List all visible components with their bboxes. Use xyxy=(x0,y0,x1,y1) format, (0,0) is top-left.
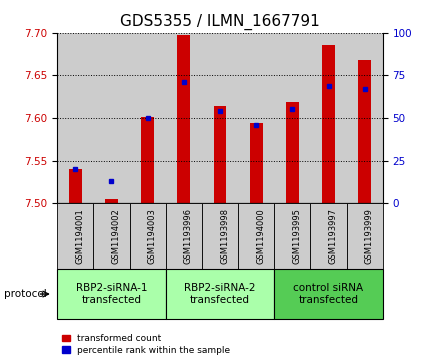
Bar xyxy=(347,33,383,203)
Bar xyxy=(166,33,202,203)
FancyBboxPatch shape xyxy=(274,269,383,319)
Text: GSM1194001: GSM1194001 xyxy=(75,208,84,264)
FancyBboxPatch shape xyxy=(57,203,93,269)
Bar xyxy=(311,33,347,203)
FancyBboxPatch shape xyxy=(274,203,311,269)
Bar xyxy=(57,33,93,203)
Text: GSM1193996: GSM1193996 xyxy=(184,208,193,264)
FancyBboxPatch shape xyxy=(57,269,166,319)
Bar xyxy=(274,33,311,203)
Text: control siRNA
transfected: control siRNA transfected xyxy=(293,283,363,305)
FancyBboxPatch shape xyxy=(93,203,129,269)
Bar xyxy=(129,33,166,203)
FancyBboxPatch shape xyxy=(202,203,238,269)
Bar xyxy=(214,106,226,203)
Bar xyxy=(322,45,335,203)
FancyBboxPatch shape xyxy=(347,203,383,269)
Title: GDS5355 / ILMN_1667791: GDS5355 / ILMN_1667791 xyxy=(120,14,320,30)
Bar xyxy=(202,33,238,203)
Text: GSM1194000: GSM1194000 xyxy=(256,208,265,264)
Bar xyxy=(286,102,299,203)
FancyBboxPatch shape xyxy=(166,203,202,269)
FancyBboxPatch shape xyxy=(238,203,274,269)
Text: GSM1193998: GSM1193998 xyxy=(220,208,229,264)
Text: RBP2-siRNA-2
transfected: RBP2-siRNA-2 transfected xyxy=(184,283,256,305)
Text: RBP2-siRNA-1
transfected: RBP2-siRNA-1 transfected xyxy=(76,283,147,305)
Bar xyxy=(141,117,154,203)
FancyBboxPatch shape xyxy=(311,203,347,269)
Bar xyxy=(238,33,274,203)
Text: GSM1193997: GSM1193997 xyxy=(329,208,337,264)
Bar xyxy=(93,33,129,203)
Bar xyxy=(177,35,190,203)
Bar xyxy=(359,60,371,203)
FancyBboxPatch shape xyxy=(166,269,274,319)
Text: GSM1193995: GSM1193995 xyxy=(292,208,301,264)
Legend: transformed count, percentile rank within the sample: transformed count, percentile rank withi… xyxy=(62,334,230,355)
Text: protocol: protocol xyxy=(4,289,47,299)
Bar xyxy=(105,199,118,203)
Bar xyxy=(250,123,263,203)
FancyBboxPatch shape xyxy=(129,203,166,269)
Text: GSM1194002: GSM1194002 xyxy=(111,208,121,264)
Bar xyxy=(69,169,82,203)
Text: GSM1193999: GSM1193999 xyxy=(365,208,374,264)
Text: GSM1194003: GSM1194003 xyxy=(148,208,157,264)
